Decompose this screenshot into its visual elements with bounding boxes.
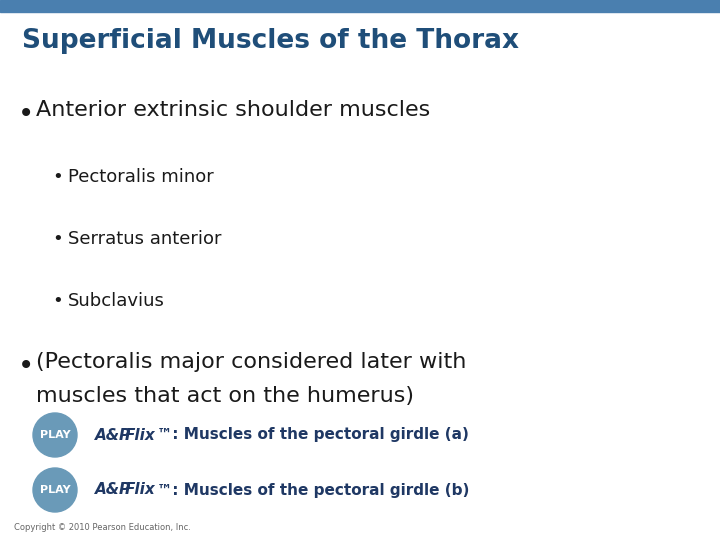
Text: Pectoralis minor: Pectoralis minor	[68, 168, 214, 186]
Text: Anterior extrinsic shoulder muscles: Anterior extrinsic shoulder muscles	[36, 100, 431, 120]
Text: muscles that act on the humerus): muscles that act on the humerus)	[36, 386, 414, 406]
Text: •: •	[18, 352, 35, 380]
Text: ™: Muscles of the pectoral girdle (a): ™: Muscles of the pectoral girdle (a)	[157, 428, 469, 442]
Text: •: •	[52, 230, 63, 248]
Text: A&P: A&P	[95, 428, 136, 442]
FancyBboxPatch shape	[0, 0, 720, 12]
Text: Subclavius: Subclavius	[68, 292, 165, 310]
Text: Serratus anterior: Serratus anterior	[68, 230, 222, 248]
Text: •: •	[52, 168, 63, 186]
Text: PLAY: PLAY	[40, 485, 71, 495]
Text: •: •	[18, 100, 35, 128]
Circle shape	[33, 468, 77, 512]
Text: Superficial Muscles of the Thorax: Superficial Muscles of the Thorax	[22, 28, 519, 54]
Text: •: •	[52, 292, 63, 310]
Text: A&P: A&P	[95, 483, 136, 497]
Text: Flix: Flix	[125, 483, 156, 497]
Circle shape	[33, 413, 77, 457]
Text: ™: Muscles of the pectoral girdle (b): ™: Muscles of the pectoral girdle (b)	[157, 483, 469, 497]
Text: (Pectoralis major considered later with: (Pectoralis major considered later with	[36, 352, 467, 372]
Text: PLAY: PLAY	[40, 430, 71, 440]
Text: Flix: Flix	[125, 428, 156, 442]
Text: Copyright © 2010 Pearson Education, Inc.: Copyright © 2010 Pearson Education, Inc.	[14, 523, 191, 532]
